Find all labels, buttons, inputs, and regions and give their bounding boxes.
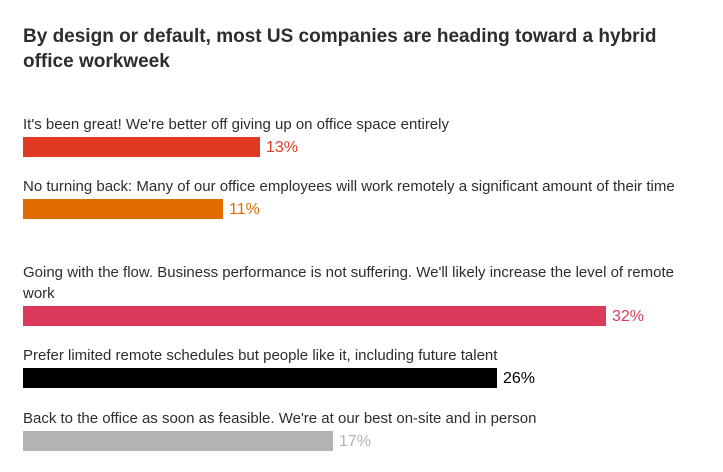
category-label: Prefer limited remote schedules but peop… xyxy=(23,347,498,364)
bar xyxy=(23,306,606,326)
bar xyxy=(23,431,333,451)
bar-track: 26% xyxy=(23,368,713,388)
bar-value-label: 32% xyxy=(612,308,645,325)
bar-row: Back to the office as soon as feasible. … xyxy=(23,408,713,451)
chart-title: By design or default, most US companies … xyxy=(23,26,657,72)
bar-track: 17% xyxy=(23,431,713,451)
bar-row: It's been great! We're better off giving… xyxy=(23,114,713,157)
bar-value-label: 13% xyxy=(266,139,299,156)
bar-track: 13% xyxy=(23,137,713,157)
bar xyxy=(23,368,497,388)
bar-row: No turning back: Many of our office empl… xyxy=(23,176,713,219)
bar-row: Prefer limited remote schedules but peop… xyxy=(23,345,713,388)
category-label: Back to the office as soon as feasible. … xyxy=(23,410,537,427)
category-label: No turning back: Many of our office empl… xyxy=(23,178,675,195)
bar-track: 32% xyxy=(23,306,713,326)
bar-value-label: 17% xyxy=(339,433,372,450)
bar-value-label: 11% xyxy=(229,201,260,218)
bar xyxy=(23,137,260,157)
category-label: It's been great! We're better off giving… xyxy=(23,116,449,133)
bar-row: Going with the flow. Business performanc… xyxy=(23,262,713,326)
category-label: Going with the flow. Business performanc… xyxy=(23,264,674,302)
bar-value-label: 26% xyxy=(503,370,536,387)
bar xyxy=(23,199,223,219)
bar-track: 11% xyxy=(23,199,713,219)
